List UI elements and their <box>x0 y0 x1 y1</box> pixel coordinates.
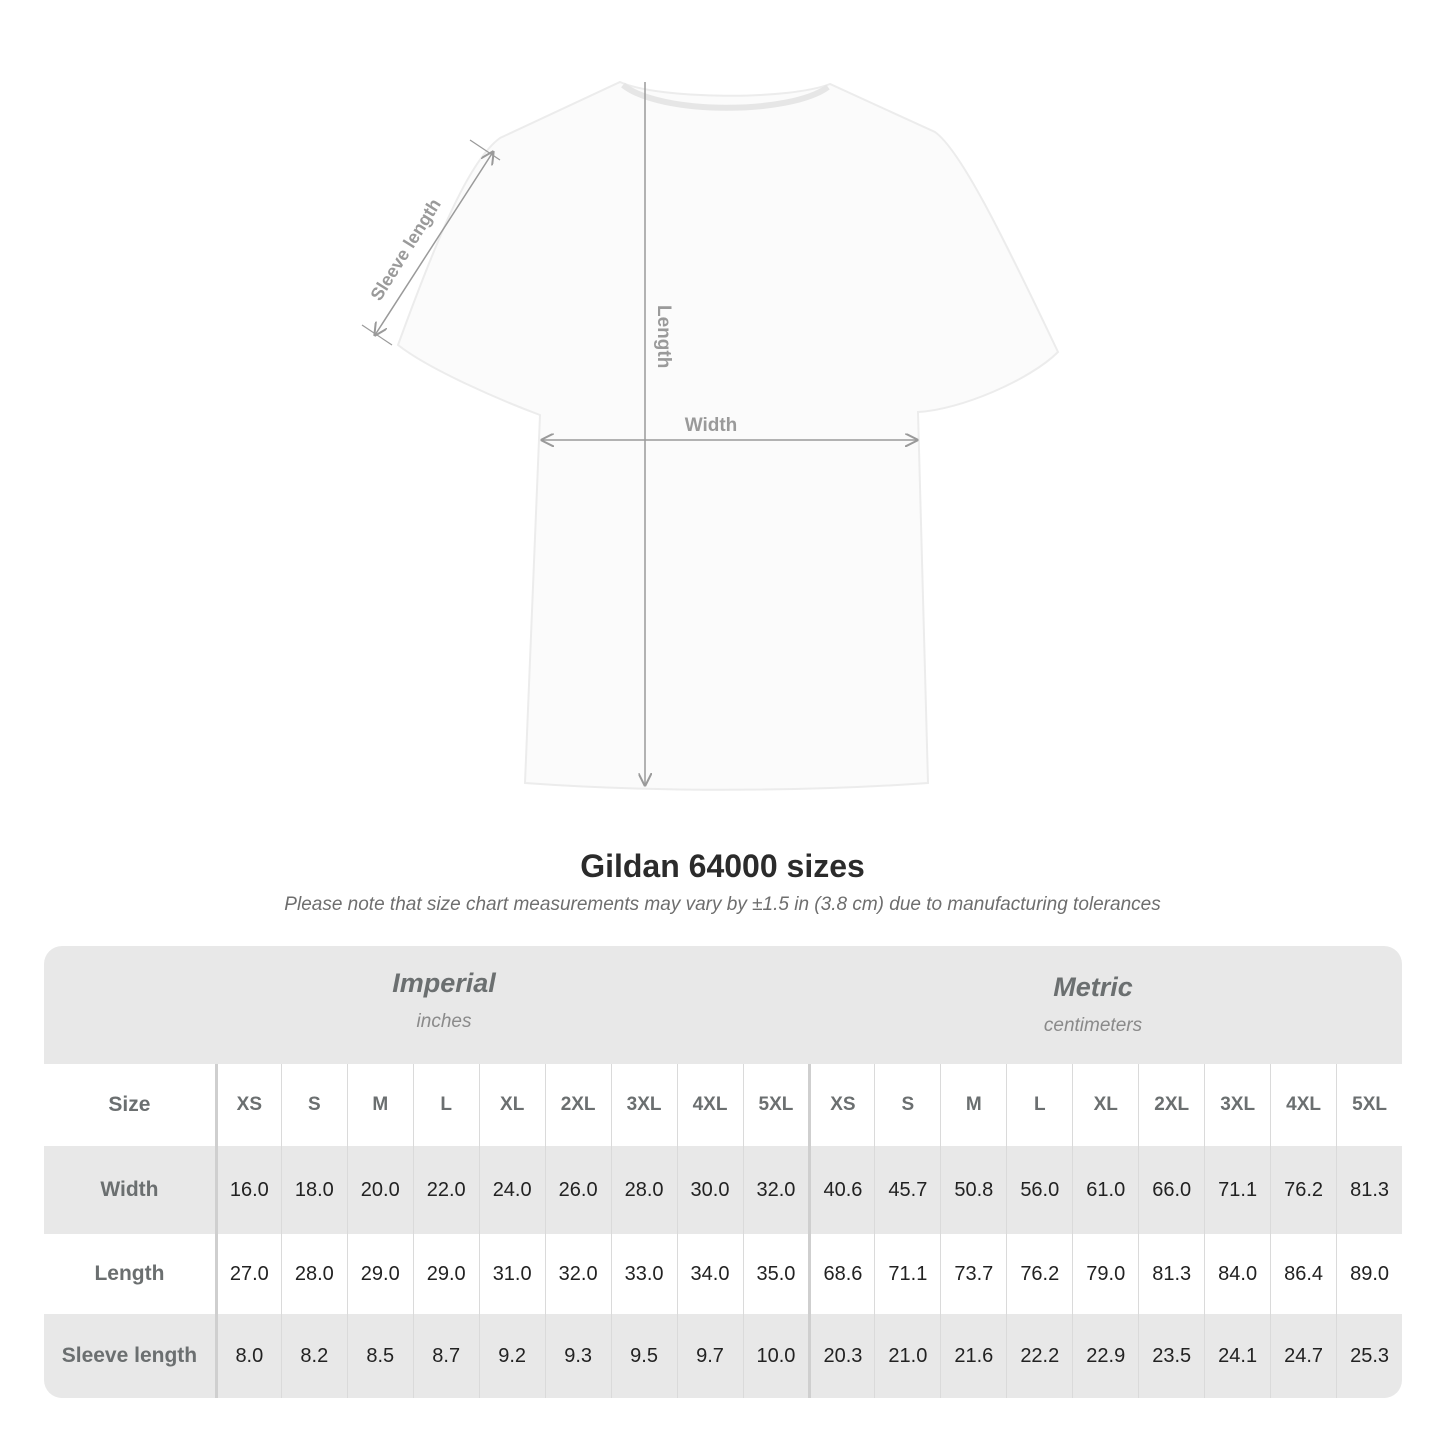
value-cell-metric: 71.1 <box>874 1234 940 1314</box>
value-cell-metric: 68.6 <box>808 1234 874 1314</box>
value-cell-imperial: 8.2 <box>280 1314 347 1398</box>
value-cell-metric: 23.5 <box>1138 1314 1204 1398</box>
value-cell-metric: 79.0 <box>1072 1234 1138 1314</box>
value-cell-metric: 24.1 <box>1204 1314 1270 1398</box>
value-cell-metric: 73.7 <box>940 1234 1006 1314</box>
tolerance-note: Please note that size chart measurements… <box>284 894 1161 915</box>
value-cell-imperial: 32.0 <box>544 1234 611 1314</box>
size-header-metric: 3XL <box>1204 1064 1270 1146</box>
value-cell-metric: 61.0 <box>1072 1146 1138 1234</box>
metric-header: Metric centimeters <box>843 972 1343 1037</box>
value-cell-metric: 22.2 <box>1006 1314 1072 1398</box>
value-cell-imperial: 9.5 <box>610 1314 677 1398</box>
size-header-metric: 5XL <box>1336 1064 1402 1146</box>
size-header-metric: M <box>940 1064 1006 1146</box>
value-cell-imperial: 22.0 <box>412 1146 479 1234</box>
value-cell-imperial: 9.7 <box>676 1314 743 1398</box>
value-cell-imperial: 30.0 <box>676 1146 743 1234</box>
size-header-imperial: XS <box>214 1064 281 1146</box>
value-cell-imperial: 32.0 <box>742 1146 809 1234</box>
value-cell-imperial: 8.0 <box>214 1314 281 1398</box>
page-title: Gildan 64000 sizes <box>580 848 865 884</box>
size-table: Imperial inches Metric centimeters Size X… <box>44 946 1402 1398</box>
length-label: Length <box>653 305 674 368</box>
value-cell-metric: 24.7 <box>1270 1314 1336 1398</box>
row-label: Size <box>108 1093 151 1116</box>
metric-unit: centimeters <box>1043 1015 1143 1036</box>
value-cell-imperial: 31.0 <box>478 1234 545 1314</box>
size-header-imperial: XL <box>478 1064 545 1146</box>
value-cell-imperial: 16.0 <box>214 1146 281 1234</box>
table-header: Imperial inches Metric centimeters <box>44 946 1402 1064</box>
value-cell-metric: 89.0 <box>1336 1234 1402 1314</box>
size-header-imperial: 4XL <box>676 1064 743 1146</box>
imperial-header: Imperial inches <box>194 968 694 1033</box>
size-header-metric: 2XL <box>1138 1064 1204 1146</box>
table-row: Width 16.0 18.0 20.0 22.0 24.0 26.0 28.0 30.0 32.… <box>44 1146 1402 1234</box>
value-cell-metric: 81.3 <box>1138 1234 1204 1314</box>
value-cell-metric: 76.2 <box>1006 1234 1072 1314</box>
size-header-metric: XS <box>808 1064 874 1146</box>
value-cell-metric: 66.0 <box>1138 1146 1204 1234</box>
size-header-metric: 4XL <box>1270 1064 1336 1146</box>
value-cell-imperial: 9.3 <box>544 1314 611 1398</box>
size-header-imperial: 3XL <box>610 1064 677 1146</box>
value-cell-imperial: 10.0 <box>742 1314 809 1398</box>
value-cell-metric: 20.3 <box>808 1314 874 1398</box>
value-cell-imperial: 29.0 <box>412 1234 479 1314</box>
table-row: Sleeve length 8.0 8.2 8.5 8.7 9.2 9.3 9.5 9.7 10.… <box>44 1314 1402 1398</box>
value-cell-metric: 81.3 <box>1336 1146 1402 1234</box>
size-header-imperial: 2XL <box>544 1064 611 1146</box>
value-cell-metric: 21.0 <box>874 1314 940 1398</box>
size-header-imperial: 5XL <box>742 1064 809 1146</box>
value-cell-imperial: 33.0 <box>610 1234 677 1314</box>
size-header-imperial: L <box>412 1064 479 1146</box>
value-cell-imperial: 24.0 <box>478 1146 545 1234</box>
value-cell-imperial: 20.0 <box>346 1146 413 1234</box>
value-cell-imperial: 8.5 <box>346 1314 413 1398</box>
size-header-row: Size XS S M L XL 2XL 3XL 4XL 5XL XS S M L XL 2XL 3XL 4XL 5… <box>44 1064 1402 1146</box>
imperial-unit: inches <box>416 1011 472 1032</box>
value-cell-metric: 40.6 <box>808 1146 874 1234</box>
value-cell-imperial: 34.0 <box>676 1234 743 1314</box>
value-cell-imperial: 29.0 <box>346 1234 413 1314</box>
value-cell-metric: 21.6 <box>940 1314 1006 1398</box>
size-header-imperial: S <box>280 1064 347 1146</box>
value-cell-metric: 25.3 <box>1336 1314 1402 1398</box>
value-cell-metric: 56.0 <box>1006 1146 1072 1234</box>
value-cell-metric: 50.8 <box>940 1146 1006 1234</box>
width-label: Width <box>685 415 738 436</box>
row-label: Length <box>94 1262 165 1285</box>
value-cell-imperial: 18.0 <box>280 1146 347 1234</box>
value-cell-imperial: 28.0 <box>280 1234 347 1314</box>
size-header-metric: S <box>874 1064 940 1146</box>
value-cell-metric: 86.4 <box>1270 1234 1336 1314</box>
value-cell-metric: 71.1 <box>1204 1146 1270 1234</box>
row-label: Sleeve length <box>61 1344 198 1367</box>
row-label: Width <box>100 1178 159 1201</box>
size-header-imperial: M <box>346 1064 413 1146</box>
tshirt-diagram: Length Width Sleeve length <box>361 80 1060 791</box>
value-cell-metric: 22.9 <box>1072 1314 1138 1398</box>
value-cell-metric: 45.7 <box>874 1146 940 1234</box>
value-cell-imperial: 9.2 <box>478 1314 545 1398</box>
sleeve-arrow <box>375 152 493 335</box>
value-cell-imperial: 26.0 <box>544 1146 611 1234</box>
table-row: Length 27.0 28.0 29.0 29.0 31.0 32.0 33.0 34.0 35… <box>44 1234 1402 1314</box>
imperial-name: Imperial <box>392 968 496 998</box>
value-cell-imperial: 28.0 <box>610 1146 677 1234</box>
value-cell-imperial: 35.0 <box>742 1234 809 1314</box>
value-cell-imperial: 8.7 <box>412 1314 479 1398</box>
value-cell-metric: 84.0 <box>1204 1234 1270 1314</box>
metric-name: Metric <box>1053 972 1133 1002</box>
size-header-metric: L <box>1006 1064 1072 1146</box>
value-cell-imperial: 27.0 <box>214 1234 281 1314</box>
value-cell-metric: 76.2 <box>1270 1146 1336 1234</box>
size-header-metric: XL <box>1072 1064 1138 1146</box>
